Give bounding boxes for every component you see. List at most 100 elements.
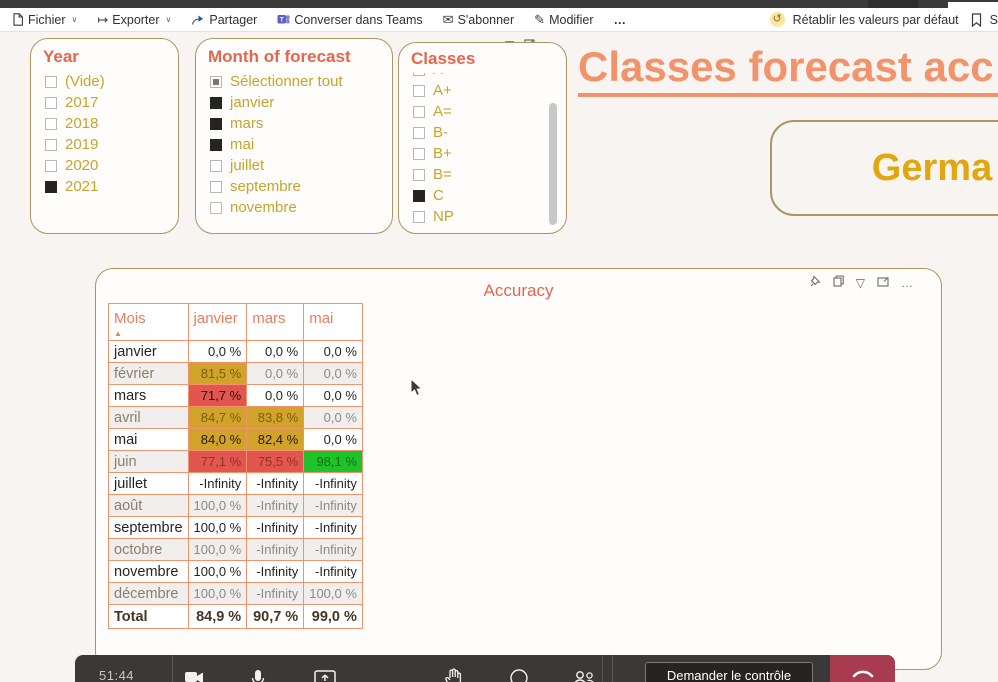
row-label[interactable]: Total	[108, 604, 189, 629]
reset-defaults-label[interactable]: Rétablir les valeurs par défaut	[792, 12, 959, 27]
table-cell[interactable]: 0,0 %	[303, 384, 363, 407]
microphone-icon[interactable]	[247, 667, 269, 682]
slicer-item-2018[interactable]: 2018	[45, 113, 178, 134]
slicer-item-b-[interactable]: B+	[413, 143, 566, 164]
row-label[interactable]: juin	[108, 450, 189, 473]
row-label[interactable]: septembre	[108, 516, 189, 539]
table-cell[interactable]: -Infinity	[246, 472, 305, 495]
table-cell[interactable]: -Infinity	[303, 516, 363, 539]
slicer-item-mars[interactable]: mars	[210, 113, 392, 134]
table-cell[interactable]: 100,0 %	[187, 560, 248, 583]
checkbox-unchecked[interactable]	[45, 96, 57, 109]
more-options-button[interactable]: …	[614, 13, 627, 27]
slicer-item-a-[interactable]: A+	[413, 80, 566, 101]
slicer-item-septembre[interactable]: septembre	[210, 176, 392, 197]
table-cell[interactable]: 100,0 %	[187, 582, 248, 605]
table-cell[interactable]: 0,0 %	[246, 362, 305, 385]
slicer-item-juillet[interactable]: juillet	[210, 155, 392, 176]
table-cell[interactable]: 0,0 %	[187, 340, 248, 363]
table-cell[interactable]: 0,0 %	[246, 384, 305, 407]
slicer-item-2019[interactable]: 2019	[45, 134, 178, 155]
slicer-item-np[interactable]: NP	[413, 206, 566, 225]
checkbox-partial[interactable]	[210, 75, 222, 88]
subscribe-button[interactable]: ✉ S'abonner	[443, 12, 515, 28]
raise-hand-icon[interactable]	[443, 667, 465, 682]
participants-icon[interactable]	[571, 667, 594, 682]
checkbox-unchecked[interactable]	[413, 210, 425, 223]
checkbox-unchecked[interactable]	[210, 159, 222, 172]
camera-icon[interactable]	[183, 667, 205, 682]
checkbox-unchecked[interactable]	[413, 105, 425, 118]
slicer-item-a-[interactable]: A=	[413, 101, 566, 122]
export-menu[interactable]: ↦ Exporter ∨	[97, 12, 171, 28]
row-label[interactable]: avril	[108, 406, 189, 429]
bookmark-icon[interactable]	[971, 12, 982, 27]
bookmarks-label[interactable]: S	[989, 12, 998, 27]
slicer-item-2021[interactable]: 2021	[45, 176, 178, 197]
table-cell[interactable]: 81,5 %	[187, 362, 248, 385]
more-options-icon[interactable]: …	[901, 275, 913, 290]
filter-icon[interactable]: ▽	[855, 275, 865, 290]
country-box[interactable]: Germa	[770, 120, 998, 216]
table-cell[interactable]: -Infinity	[187, 472, 248, 495]
slicer-item-janvier[interactable]: janvier	[210, 92, 392, 113]
row-label[interactable]: décembre	[108, 582, 189, 605]
table-cell[interactable]: 71,7 %	[187, 384, 248, 407]
table-cell[interactable]: 84,9 %	[187, 604, 248, 629]
column-header-janvier[interactable]: janvier	[187, 303, 248, 341]
table-cell[interactable]: 75,5 %	[246, 450, 305, 473]
row-label[interactable]: juillet	[108, 472, 189, 495]
table-cell[interactable]: 98,1 %	[303, 450, 363, 473]
slicer-item-c[interactable]: C	[413, 185, 566, 206]
table-cell[interactable]: 84,7 %	[187, 406, 248, 429]
copy-icon[interactable]	[833, 275, 844, 290]
checkbox-checked[interactable]	[413, 189, 425, 202]
table-cell[interactable]: -Infinity	[246, 560, 305, 583]
table-cell[interactable]: -Infinity	[246, 582, 305, 605]
checkbox-unchecked[interactable]	[413, 126, 425, 139]
row-label[interactable]: février	[108, 362, 189, 385]
pin-icon[interactable]	[810, 275, 821, 290]
share-screen-icon[interactable]	[313, 667, 336, 682]
table-cell[interactable]: 0,0 %	[303, 340, 363, 363]
checkbox-checked[interactable]	[210, 138, 222, 151]
table-cell[interactable]: 99,0 %	[303, 604, 363, 629]
table-cell[interactable]: 0,0 %	[303, 362, 363, 385]
slicer-item-novembre[interactable]: novembre	[210, 197, 392, 218]
table-cell[interactable]: -Infinity	[246, 516, 305, 539]
table-cell[interactable]: 100,0 %	[187, 516, 248, 539]
row-label[interactable]: août	[108, 494, 189, 517]
checkbox-unchecked[interactable]	[45, 159, 57, 172]
table-cell[interactable]: -Infinity	[246, 538, 305, 561]
slicer-item-b-[interactable]: B=	[413, 164, 566, 185]
table-cell[interactable]: 0,0 %	[303, 406, 363, 429]
table-cell[interactable]: 83,8 %	[246, 406, 305, 429]
table-cell[interactable]: -Infinity	[303, 472, 363, 495]
reset-defaults-icon[interactable]: ↺	[769, 12, 785, 27]
row-label[interactable]: octobre	[108, 538, 189, 561]
table-cell[interactable]: 100,0 %	[303, 582, 363, 605]
edit-button[interactable]: ✎ Modifier	[534, 12, 593, 28]
table-cell[interactable]: 100,0 %	[187, 494, 248, 517]
checkbox-unchecked[interactable]	[413, 73, 425, 76]
reactions-icon[interactable]	[508, 667, 530, 682]
checkbox-unchecked[interactable]	[45, 117, 57, 130]
checkbox-checked[interactable]	[210, 117, 222, 130]
table-cell[interactable]: -Infinity	[246, 494, 305, 517]
table-cell[interactable]: 100,0 %	[187, 538, 248, 561]
table-cell[interactable]: 0,0 %	[246, 340, 305, 363]
row-label[interactable]: novembre	[108, 560, 189, 583]
table-cell[interactable]: 82,4 %	[246, 428, 305, 451]
checkbox-unchecked[interactable]	[413, 147, 425, 160]
share-button[interactable]: Partager	[191, 13, 257, 27]
table-cell[interactable]: -Infinity	[303, 494, 363, 517]
column-header-mois[interactable]: Mois ▲	[108, 303, 189, 341]
checkbox-unchecked[interactable]	[45, 138, 57, 151]
table-cell[interactable]: -Infinity	[303, 538, 363, 561]
row-label[interactable]: janvier	[108, 340, 189, 363]
slicer-item-2017[interactable]: 2017	[45, 92, 178, 113]
slicer-item-mai[interactable]: mai	[210, 134, 392, 155]
checkbox-unchecked[interactable]	[210, 201, 222, 214]
checkbox-checked[interactable]	[210, 96, 222, 109]
request-control-button[interactable]: Demander le contrôle	[645, 662, 813, 682]
